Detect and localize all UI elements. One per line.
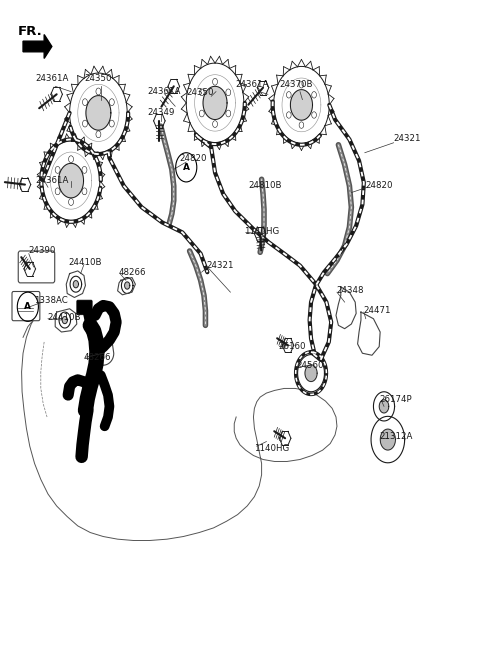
Polygon shape — [62, 317, 67, 323]
Text: 24390: 24390 — [29, 246, 56, 256]
Text: 24348: 24348 — [336, 286, 363, 295]
Polygon shape — [70, 73, 127, 153]
Polygon shape — [55, 309, 77, 332]
Polygon shape — [73, 281, 78, 288]
Text: 24471: 24471 — [363, 306, 390, 315]
Text: A: A — [24, 302, 31, 311]
Text: 1338AC: 1338AC — [34, 295, 67, 305]
Text: 24820: 24820 — [366, 181, 393, 191]
Polygon shape — [380, 429, 396, 450]
FancyBboxPatch shape — [18, 251, 55, 283]
Polygon shape — [59, 312, 71, 328]
Polygon shape — [336, 287, 356, 329]
Text: 24361A: 24361A — [35, 176, 69, 185]
Polygon shape — [118, 278, 135, 295]
Text: A: A — [183, 163, 190, 172]
Text: 24321: 24321 — [206, 261, 234, 270]
Text: 24370B: 24370B — [279, 80, 313, 90]
Text: 24820: 24820 — [179, 153, 206, 163]
Polygon shape — [379, 400, 389, 413]
Text: 24410B: 24410B — [68, 258, 102, 268]
Polygon shape — [42, 141, 100, 220]
Text: 1140HG: 1140HG — [254, 444, 289, 453]
Text: 24361A: 24361A — [148, 87, 181, 96]
Polygon shape — [203, 86, 227, 120]
Polygon shape — [358, 312, 380, 355]
Polygon shape — [373, 392, 395, 421]
Text: 24361A: 24361A — [235, 80, 269, 90]
Text: 24410B: 24410B — [47, 313, 81, 322]
Text: FR.: FR. — [18, 25, 43, 38]
Polygon shape — [298, 355, 324, 392]
Text: 1140HG: 1140HG — [244, 226, 279, 236]
Polygon shape — [371, 416, 405, 463]
Text: 24350: 24350 — [186, 88, 214, 98]
Text: 24349: 24349 — [148, 108, 175, 118]
Text: 48266: 48266 — [119, 268, 146, 277]
Text: 48266: 48266 — [84, 353, 111, 362]
Text: 26174P: 26174P — [379, 395, 412, 404]
Text: 24560: 24560 — [297, 361, 324, 370]
FancyBboxPatch shape — [77, 300, 92, 315]
Polygon shape — [186, 63, 244, 143]
Text: 21312A: 21312A — [379, 432, 413, 442]
Text: 24361A: 24361A — [35, 74, 69, 83]
FancyBboxPatch shape — [12, 291, 40, 321]
Text: 24350: 24350 — [84, 74, 111, 83]
Polygon shape — [23, 35, 52, 58]
Text: 24810B: 24810B — [249, 181, 282, 191]
Polygon shape — [125, 282, 130, 289]
Polygon shape — [121, 278, 133, 293]
Text: 24321: 24321 — [394, 133, 421, 143]
Polygon shape — [59, 163, 84, 198]
Polygon shape — [86, 96, 111, 130]
Polygon shape — [274, 66, 329, 143]
Polygon shape — [290, 90, 312, 120]
Text: 26160: 26160 — [278, 342, 306, 351]
Polygon shape — [66, 271, 85, 297]
Polygon shape — [305, 365, 317, 382]
Polygon shape — [70, 276, 82, 292]
